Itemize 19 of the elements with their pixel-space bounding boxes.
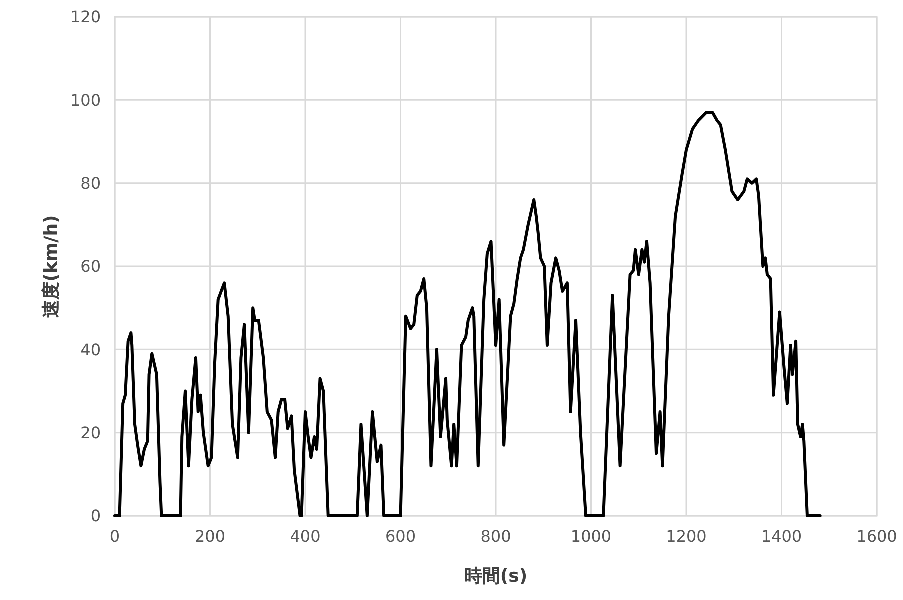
y-tick-label: 40 — [80, 340, 101, 360]
y-tick-label: 20 — [80, 423, 101, 442]
x-tick-label: 0 — [110, 527, 120, 546]
x-axis-title: 時間(s) — [464, 566, 528, 587]
y-axis-title: 速度(km/h) — [41, 215, 62, 318]
y-tick-label: 60 — [80, 257, 101, 276]
x-tick-label: 1000 — [570, 527, 612, 546]
y-tick-label: 120 — [70, 8, 101, 27]
x-tick-label: 1400 — [761, 527, 802, 546]
y-tick-label: 0 — [90, 506, 101, 526]
x-tick-label: 400 — [290, 527, 321, 546]
y-tick-label: 100 — [70, 90, 101, 110]
x-tick-label: 600 — [385, 527, 416, 546]
x-tick-label: 1600 — [856, 527, 898, 546]
x-tick-label: 800 — [480, 527, 512, 546]
y-tick-label: 80 — [80, 174, 101, 193]
x-tick-label: 1200 — [666, 527, 707, 546]
x-tick-label: 200 — [194, 527, 226, 546]
line-series — [114, 111, 822, 518]
